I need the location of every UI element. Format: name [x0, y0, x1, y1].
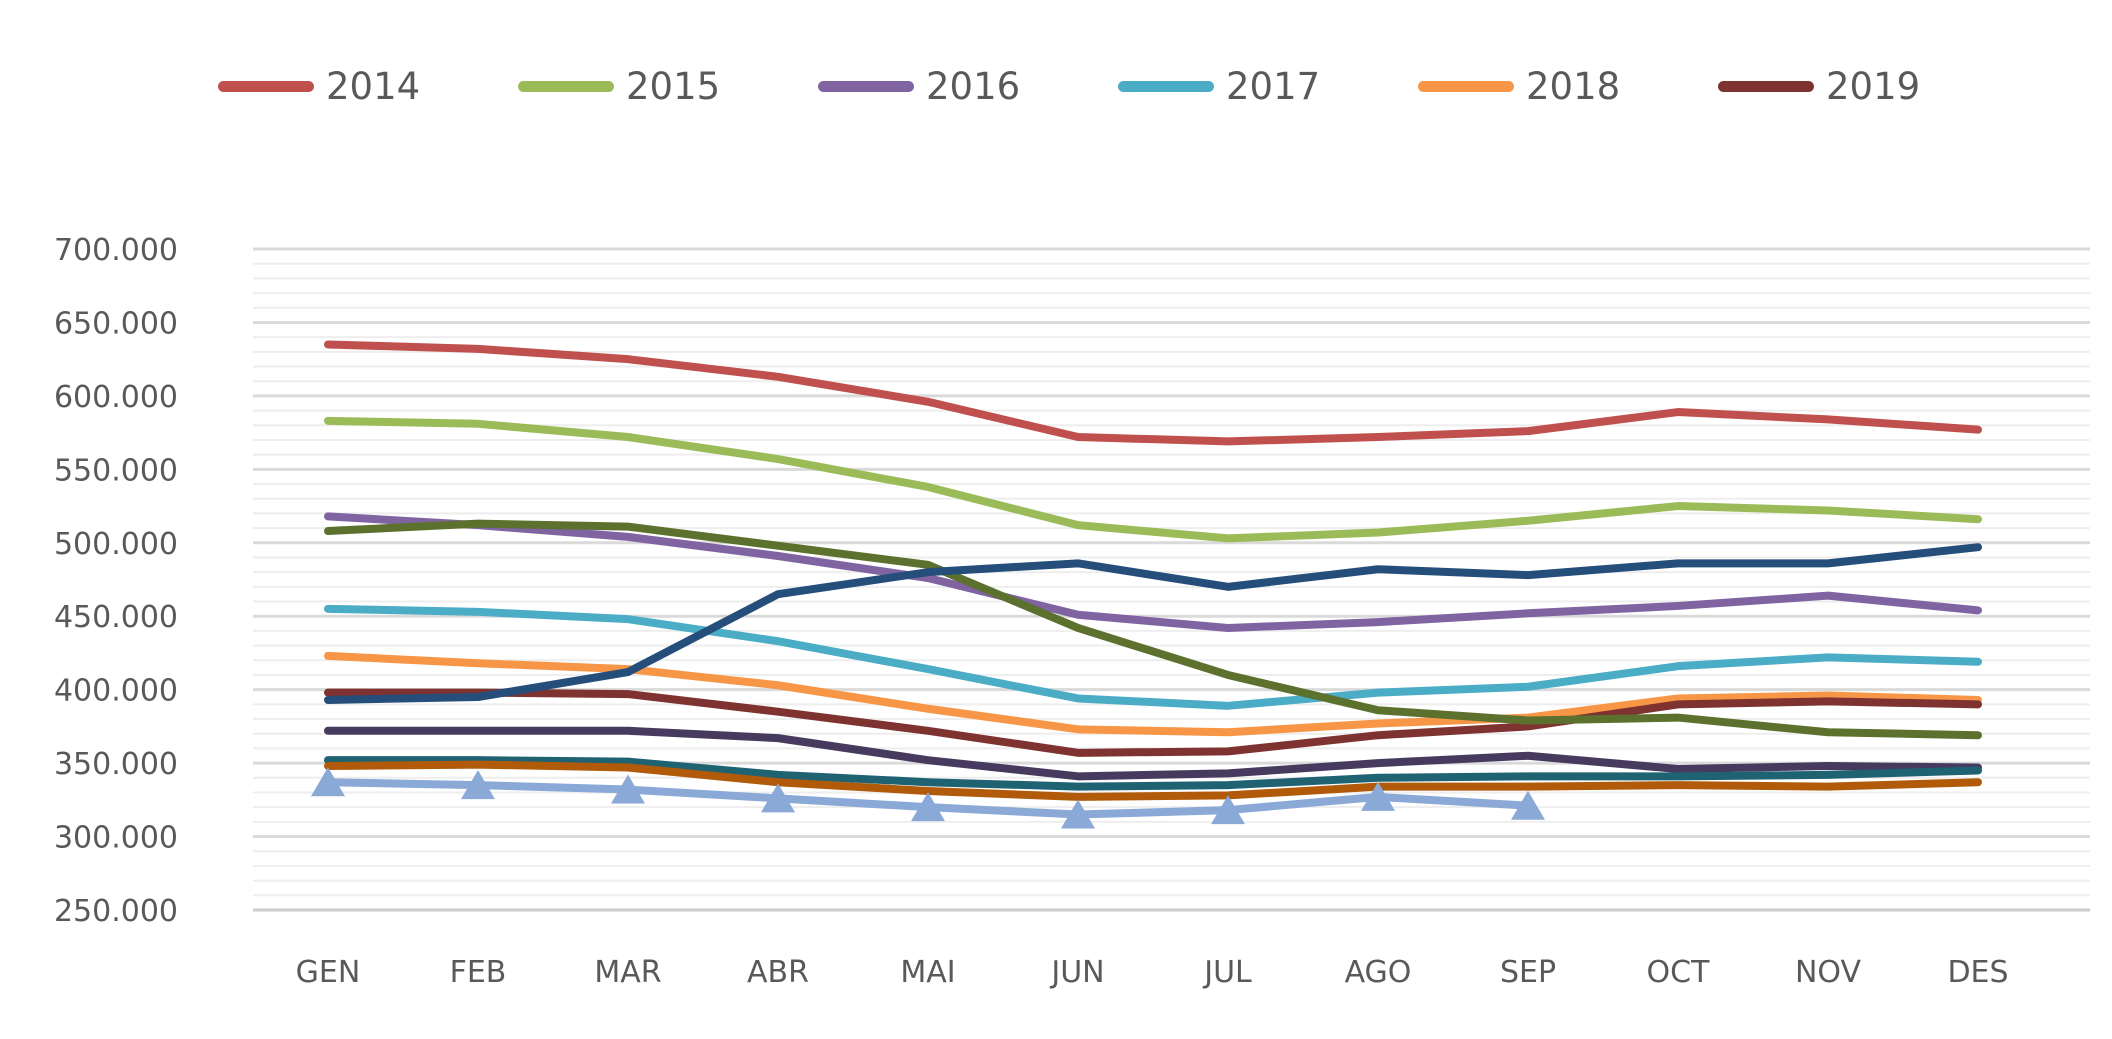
x-axis-label-oct: OCT [1647, 955, 1711, 990]
x-axis-label-ago: AGO [1345, 955, 1412, 990]
triangle-marker [311, 767, 345, 797]
triangle-marker [611, 774, 645, 804]
legend-item-2017: 2017 [1118, 62, 1320, 110]
legend-label-2018: 2018 [1526, 64, 1621, 108]
series-line-unlabeled-navy [324, 543, 1982, 704]
legend-label-2016: 2016 [926, 64, 1021, 108]
series-line-2018 [324, 651, 1982, 737]
legend-swatch-2014 [218, 80, 314, 92]
triangle-marker [461, 770, 495, 800]
x-axis-label-jul: JUL [1202, 955, 1252, 990]
triangle-marker [761, 783, 795, 813]
series-line-2017 [324, 604, 1982, 710]
triangle-marker [1061, 799, 1095, 829]
y-axis-tick-label: 450.000 [54, 600, 178, 635]
x-axis-label-abr: ABR [747, 955, 809, 990]
triangle-marker [1211, 795, 1245, 825]
legend-swatch-2017 [1118, 80, 1214, 92]
y-axis-tick-label: 300.000 [54, 821, 178, 856]
series-line-2016 [324, 512, 1982, 632]
series-line-2019 [324, 688, 1982, 757]
y-axis-tick-label: 350.000 [54, 747, 178, 782]
y-axis-tick-label: 250.000 [54, 894, 178, 929]
series-line-unlabeled-dark-olive [324, 519, 1982, 740]
series-line-unlabeled-dark-purple [324, 726, 1982, 781]
legend-item-2018: 2018 [1418, 62, 1620, 110]
legend-item-2014: 2014 [218, 62, 420, 110]
legend-swatch-2018 [1418, 80, 1514, 92]
y-axis-tick-label: 500.000 [54, 527, 178, 562]
x-axis-label-sep: SEP [1500, 955, 1556, 990]
series-line-2014 [324, 340, 1982, 446]
x-axis-label-mai: MAI [900, 955, 955, 990]
x-axis-label-jun: JUN [1049, 955, 1104, 990]
y-axis-tick-label: 700.000 [54, 233, 178, 268]
chart-legend: 2014 2015 2016 2017 2018 2019 [0, 0, 2112, 130]
legend-swatch-2019 [1718, 80, 1814, 92]
y-axis-tick-label: 600.000 [54, 380, 178, 415]
legend-label-2019: 2019 [1826, 64, 1921, 108]
x-axis-label-feb: FEB [450, 955, 507, 990]
series-markers-unlabeled-light-blue [311, 767, 1545, 829]
legend-label-2015: 2015 [626, 64, 721, 108]
legend-item-2019: 2019 [1718, 62, 1920, 110]
triangle-marker [1361, 781, 1395, 811]
legend-swatch-2016 [818, 80, 914, 92]
series-line-unlabeled-dark-orange [324, 760, 1982, 801]
minor-gridlines [253, 262, 2090, 897]
legend-label-2017: 2017 [1226, 64, 1321, 108]
series-line-2015 [324, 416, 1982, 543]
legend-swatch-2015 [518, 80, 614, 92]
x-axis-label-des: DES [1947, 955, 2008, 990]
y-axis-tick-label: 550.000 [54, 453, 178, 488]
series-line-unlabeled-dark-teal [324, 756, 1982, 791]
triangle-marker [1511, 790, 1545, 820]
x-axis-label-mar: MAR [594, 955, 661, 990]
legend-label-2014: 2014 [326, 64, 421, 108]
triangle-marker [911, 792, 945, 822]
y-axis-tick-label: 400.000 [54, 674, 178, 709]
x-axis-label-nov: NOV [1795, 955, 1862, 990]
x-axis-label-gen: GEN [296, 955, 361, 990]
legend-item-2015: 2015 [518, 62, 720, 110]
legend-item-2016: 2016 [818, 62, 1020, 110]
y-axis-tick-label: 650.000 [54, 306, 178, 341]
